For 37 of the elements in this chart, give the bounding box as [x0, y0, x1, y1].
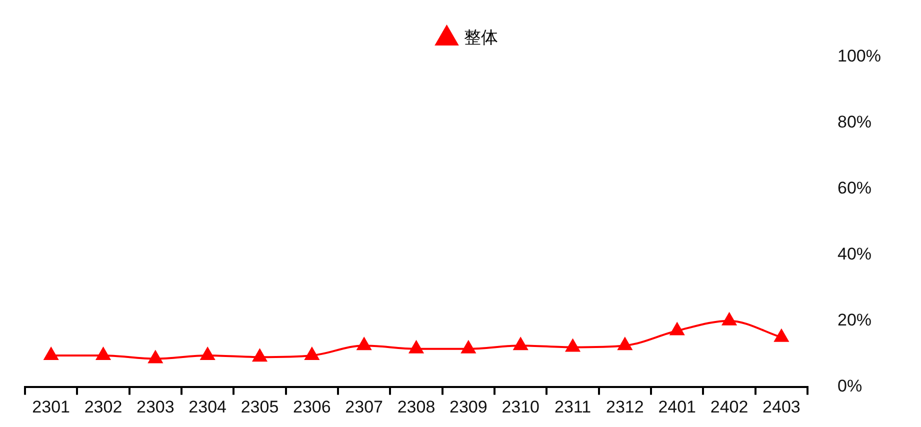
x-tick-label: 2307: [345, 398, 384, 417]
point: [200, 346, 216, 360]
point: [95, 346, 112, 360]
point: [669, 322, 685, 336]
y-tick-label: 40%: [838, 244, 872, 264]
x-tick-label: 2309: [450, 398, 488, 417]
x-tick-label: 2301: [32, 398, 70, 417]
x-tick-label: 2305: [240, 398, 279, 417]
x-tick-label: 2403: [762, 398, 800, 417]
point: [460, 340, 476, 354]
x-tick-label: 2308: [397, 398, 436, 417]
point: [356, 336, 372, 350]
point: [617, 336, 633, 350]
y-tick-label: 60%: [838, 178, 872, 198]
point: [304, 346, 320, 360]
x-tick-label: 2304: [188, 398, 226, 417]
x-tick-label: 2401: [658, 398, 696, 417]
point: [148, 350, 164, 364]
x-tick-label: 2311: [554, 398, 592, 417]
x-tick-label: 2312: [606, 398, 644, 417]
y-tick-label: 100%: [838, 46, 882, 66]
point: [408, 340, 424, 354]
point: [564, 338, 581, 352]
y-tick-label: 80%: [838, 112, 872, 132]
legend-label: 整体: [464, 28, 498, 48]
y-tick-label: 0%: [838, 376, 862, 396]
x-tick-label: 2306: [293, 398, 331, 417]
x-tick-label: 2402: [710, 398, 748, 417]
y-tick-label: 20%: [838, 310, 872, 330]
x-tick-label: 2310: [502, 398, 540, 417]
x-tick-label: 2302: [84, 398, 122, 417]
point: [512, 336, 528, 350]
point: [774, 328, 790, 342]
x-tick-label: 2303: [136, 398, 174, 417]
point: [252, 348, 268, 362]
point: [721, 312, 738, 326]
point: [43, 346, 59, 360]
